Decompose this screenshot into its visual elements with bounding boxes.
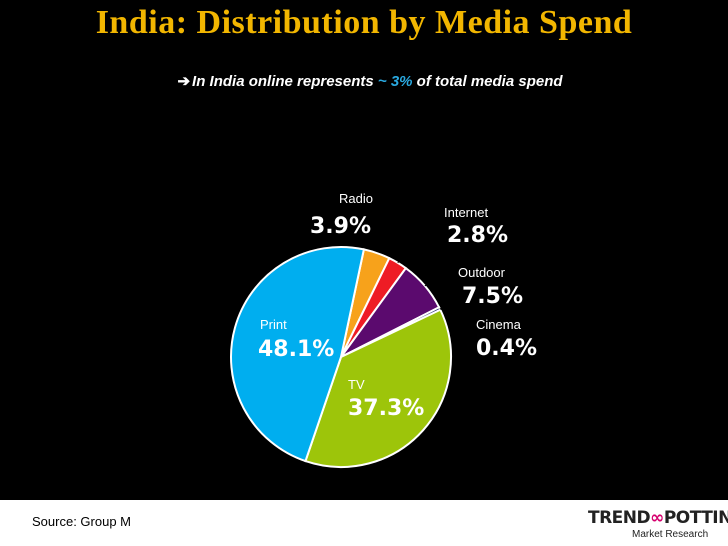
label-cinema-name: Cinema [476, 317, 522, 332]
label-outdoor-name: Outdoor [458, 265, 506, 280]
label-print-value: 48.1% [258, 337, 334, 362]
label-radio-value: 3.9% [310, 214, 371, 239]
label-print-name: Print [260, 317, 287, 332]
leader-line-outdoor [424, 275, 453, 287]
footer: Source: Group M TREND∞POTTING. Market Re… [0, 500, 728, 546]
pie-slice-tv [304, 308, 452, 468]
source-note: Source: Group M [32, 514, 131, 529]
leader-line-cinema [439, 308, 475, 327]
pie-slice-print [230, 246, 366, 463]
logo-loop-icon: ∞ [650, 508, 664, 528]
logo-brand: TREND∞POTTING. [588, 508, 728, 528]
label-outdoor-value: 7.5% [462, 284, 523, 309]
subtitle: ➔ In India online represents ~ 3% of tota… [0, 72, 728, 90]
logo-brand-b: POTTING. [663, 508, 728, 528]
label-cinema-value: 0.4% [476, 336, 537, 361]
trendspotting-logo: TREND∞POTTING. Market Research [588, 508, 728, 544]
label-radio-name: Radio [339, 191, 373, 206]
label-tv-value: 37.3% [348, 396, 424, 421]
subtitle-prefix: In India online represents [192, 73, 378, 90]
leader-lines [397, 213, 475, 327]
subtitle-highlight: ~ 3% [377, 73, 413, 90]
pie-chart: Radio 3.9% Internet 2.8% Outdoor 7.5% Ci… [230, 191, 537, 468]
logo-brand-a: TREND [588, 508, 651, 528]
arrow-right-icon: ➔ [177, 73, 191, 90]
subtitle-suffix: of total media spend [412, 73, 563, 90]
label-internet-value: 2.8% [447, 223, 508, 248]
pie-slices [230, 246, 452, 468]
page-title: India: Distribution by Media Spend [95, 4, 633, 41]
label-tv-name: TV [348, 377, 365, 392]
leader-line-internet [397, 213, 438, 264]
label-internet-name: Internet [444, 205, 488, 220]
logo-tagline: Market Research [632, 529, 709, 540]
